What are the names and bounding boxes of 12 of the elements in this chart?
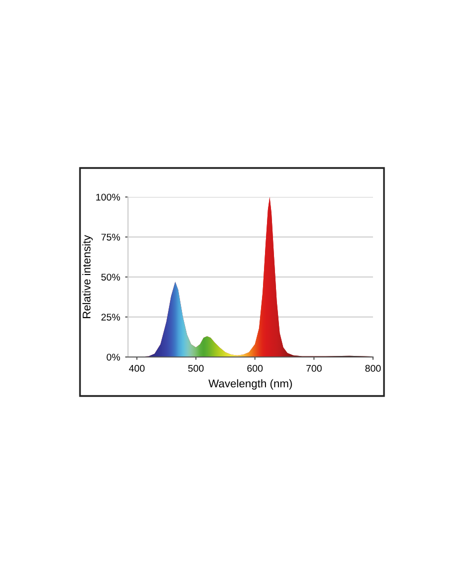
x-tick-label: 600 [247,364,263,372]
x-tick-label: 400 [128,364,145,372]
y-tick-label: 25% [101,314,120,321]
x-tick-label: 500 [188,364,204,372]
x-tick-label: 800 [365,364,381,372]
y-tick-label: 75% [101,234,120,241]
y-tick-label: 100% [96,194,120,201]
y-tick-label: 50% [101,274,120,281]
x-axis-title: Wavelength (nm) [208,379,292,390]
y-tick-label: 0% [106,354,120,361]
y-axis-title: Relative intensity [82,235,93,318]
x-tick-label: 700 [306,364,322,372]
